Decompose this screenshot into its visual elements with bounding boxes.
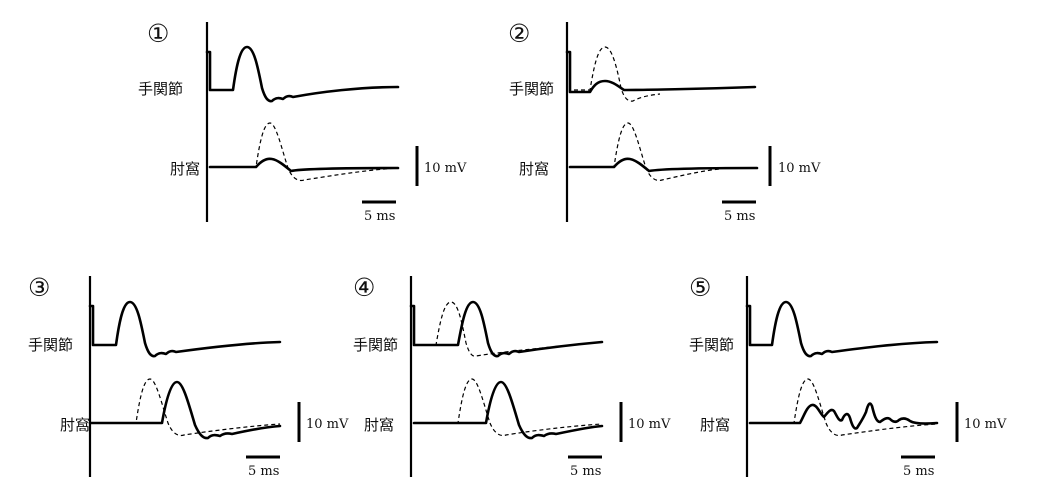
wrist-trace <box>409 300 604 358</box>
panel-4: ④ 手関節 肘窩 10 mV 5 ms <box>353 273 671 479</box>
panel-number: ⑤ <box>689 273 711 302</box>
label-wrist: 手関節 <box>689 336 734 354</box>
wrist-trace <box>205 45 400 103</box>
label-elbow: 肘窩 <box>60 416 90 434</box>
elbow-trace <box>88 380 282 440</box>
elbow-trace-dashed <box>570 122 721 182</box>
wrist-trace-dashed <box>414 301 603 357</box>
label-elbow: 肘窩 <box>170 160 200 178</box>
elbow-trace <box>412 380 604 440</box>
panel-number: ③ <box>28 273 50 302</box>
label-wrist: 手関節 <box>28 336 73 354</box>
voltage-scale-label: 10 mV <box>628 417 671 432</box>
label-wrist: 手関節 <box>353 336 398 354</box>
panel-5: ⑤ 手関節 肘窩 10 mV 5 ms <box>689 273 1007 479</box>
label-elbow: 肘窩 <box>364 416 394 434</box>
panel-3: ③ 手関節 肘窩 10 mV 5 ms <box>28 273 349 479</box>
voltage-scale-label: 10 mV <box>778 161 821 176</box>
elbow-trace <box>208 157 400 173</box>
label-wrist: 手関節 <box>509 80 554 98</box>
time-scale-label: 5 ms <box>364 209 395 224</box>
elbow-trace-dashed <box>414 378 603 437</box>
wrist-trace <box>88 300 282 358</box>
time-scale-label: 5 ms <box>570 464 601 479</box>
label-elbow: 肘窩 <box>700 416 730 434</box>
time-scale-label: 5 ms <box>724 209 755 224</box>
wrist-trace <box>745 300 939 358</box>
voltage-scale-label: 10 mV <box>964 417 1007 432</box>
panel-2: ② 手関節 肘窩 10 mV 5 ms <box>508 19 821 224</box>
elbow-trace-dashed <box>210 122 399 182</box>
panel-number: ① <box>147 19 169 48</box>
voltage-scale-label: 10 mV <box>424 161 467 176</box>
voltage-scale-label: 10 mV <box>306 417 349 432</box>
label-elbow: 肘窩 <box>519 160 549 178</box>
panel-number: ④ <box>353 273 375 302</box>
elbow-trace <box>568 157 759 173</box>
wrist-trace <box>565 50 757 94</box>
elbow-trace <box>748 402 939 430</box>
time-scale-label: 5 ms <box>903 464 934 479</box>
elbow-trace-dashed <box>750 378 938 437</box>
label-wrist: 手関節 <box>138 80 183 98</box>
panel-1: ① 手関節 肘窩 10 mV 5 ms <box>138 19 467 224</box>
panel-number: ② <box>508 19 530 48</box>
time-scale-label: 5 ms <box>248 464 279 479</box>
elbow-trace-dashed <box>90 378 281 437</box>
